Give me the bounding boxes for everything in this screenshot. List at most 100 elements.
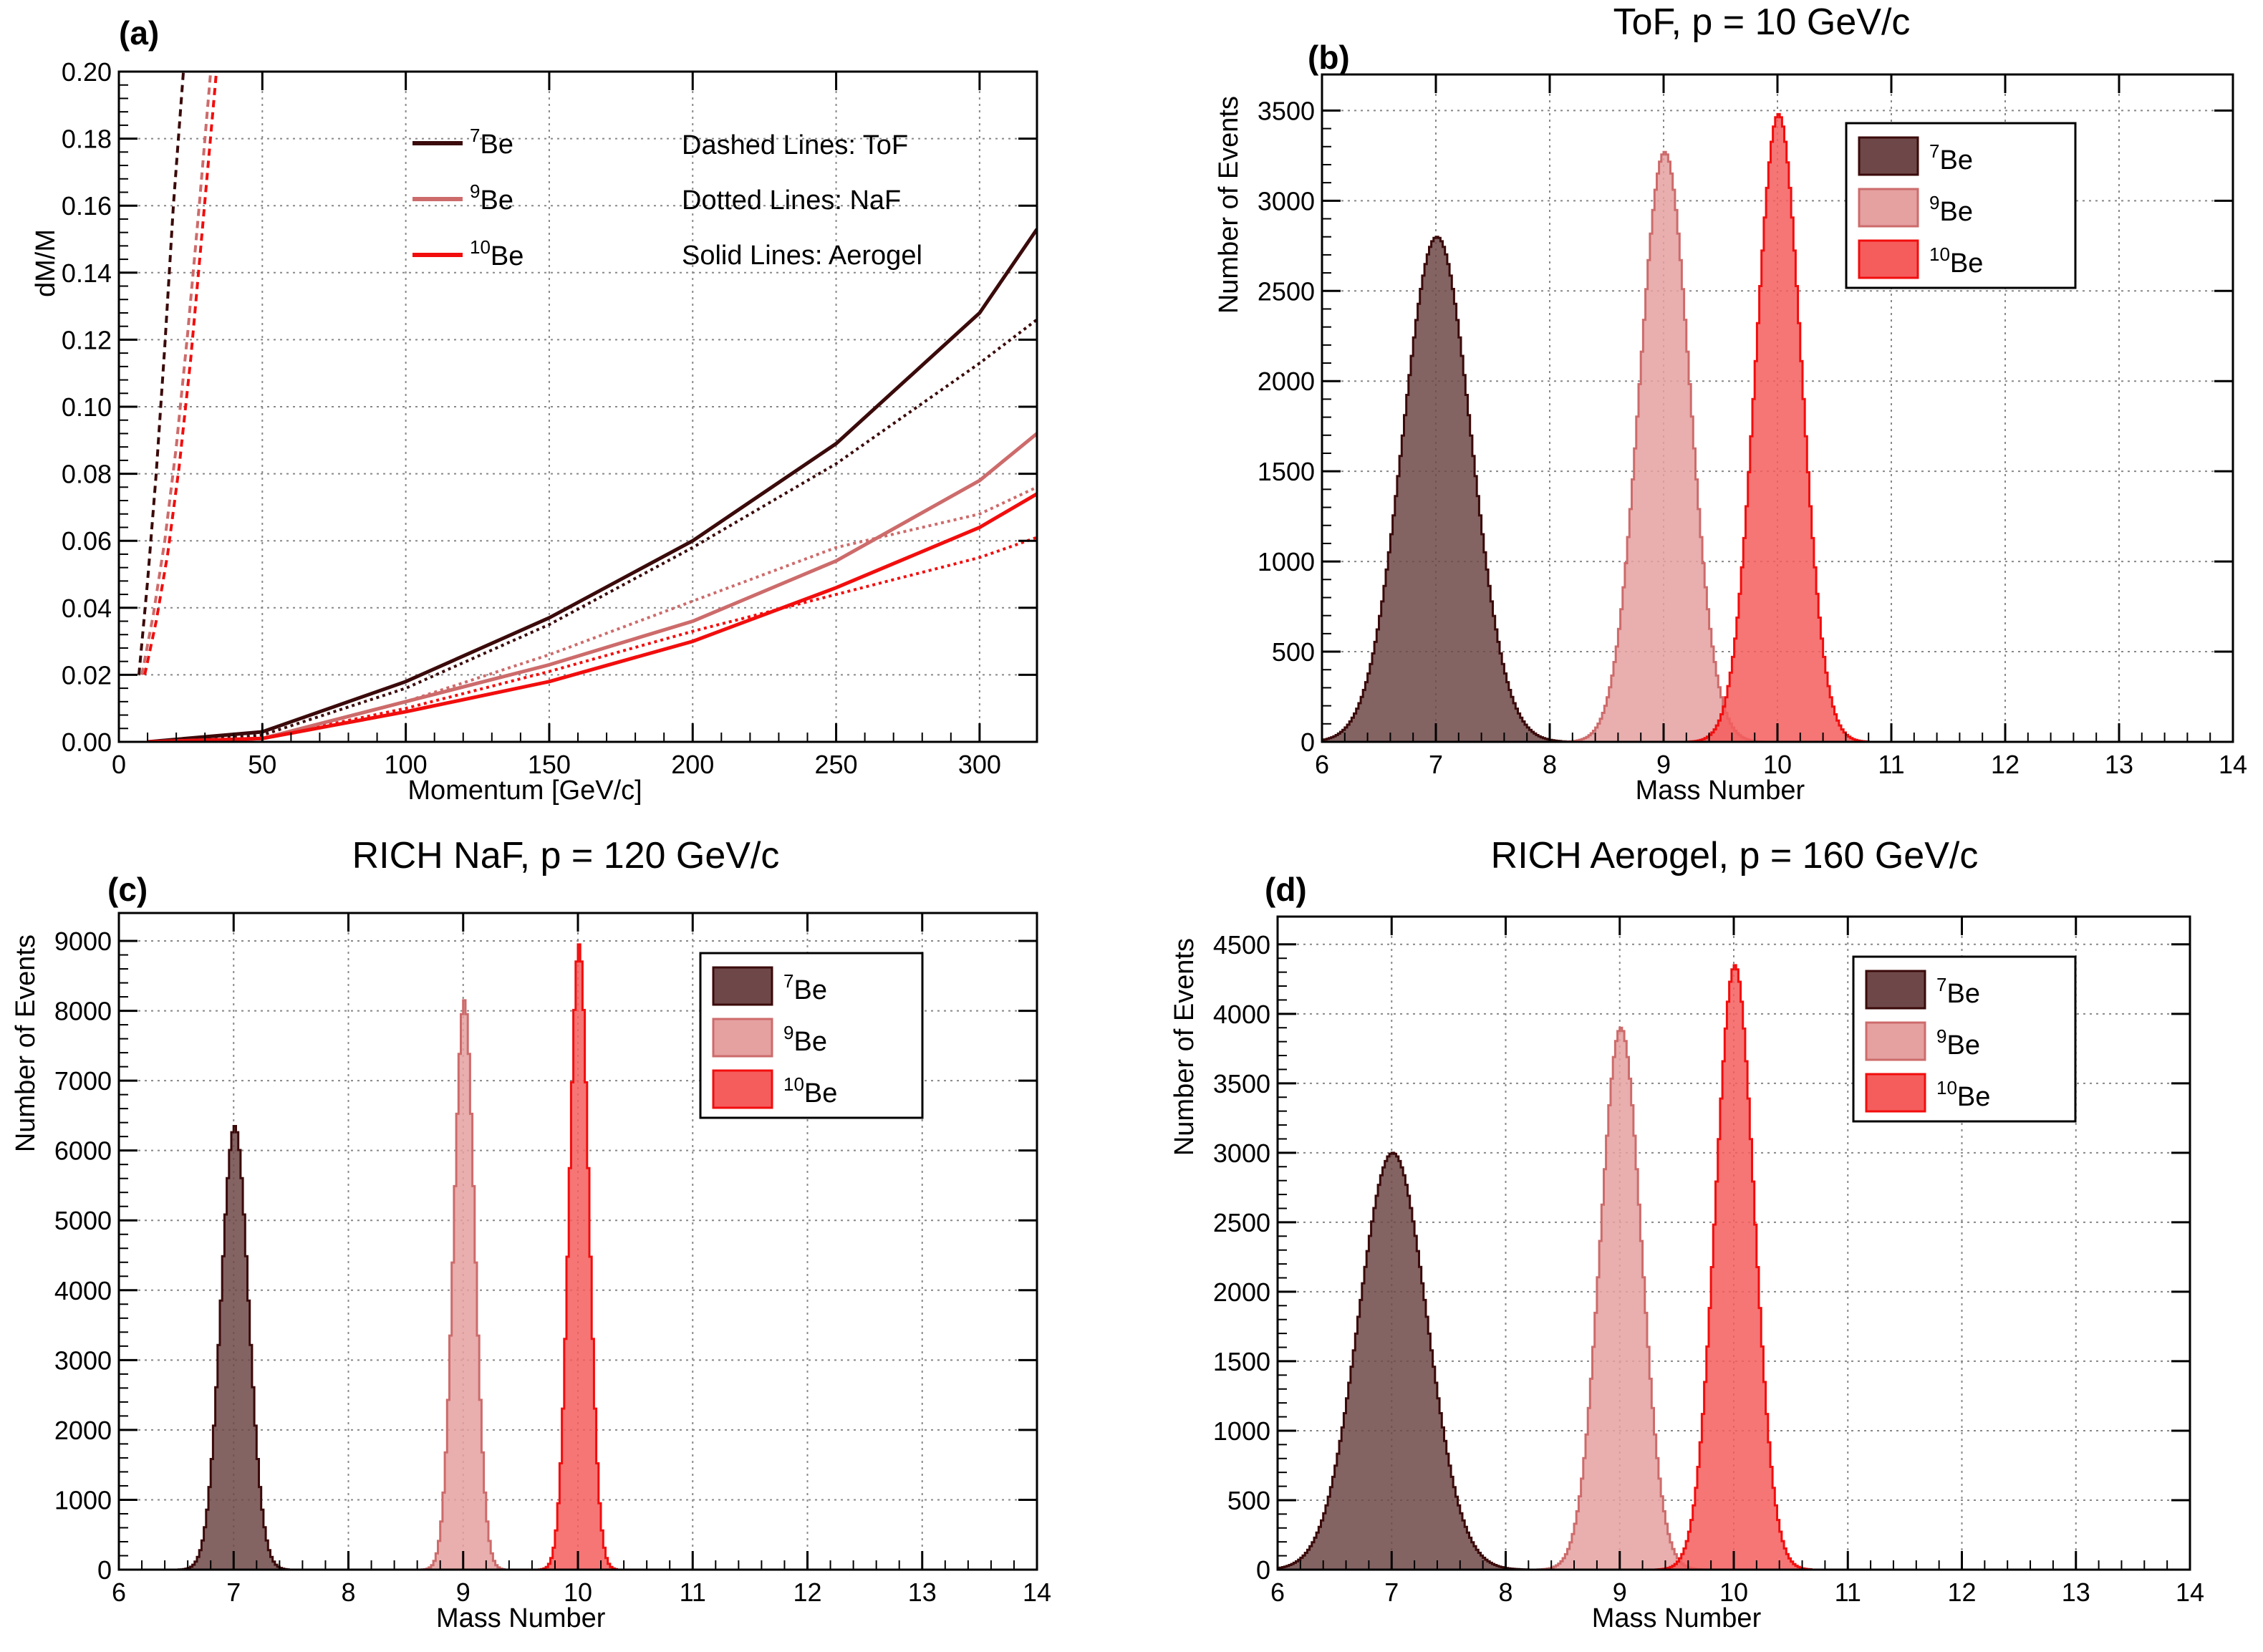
panel-c: 6 7 8 9 10 11 12 13 14 0 1000 2000 3000 4000 5000 6000 7…: [11, 835, 1051, 1633]
y-tick-label: 1000: [1213, 1416, 1270, 1446]
panel-title: RICH NaF, p = 120 GeV/c: [352, 835, 780, 876]
legend-label-be7: 7Be: [783, 970, 827, 1005]
legend-label-be10: 10Be: [470, 236, 523, 271]
x-tick-label: 6: [1315, 750, 1329, 779]
series-line-be10-naf: [176, 536, 1037, 742]
legend-element: Be: [480, 185, 513, 216]
x-tick-label: 100: [385, 750, 428, 779]
y-tick-label: 2500: [1213, 1208, 1270, 1237]
legend-element: Be: [793, 1027, 826, 1057]
data-c: [177, 943, 618, 1570]
legend-note: Dashed Lines: ToF: [682, 130, 908, 160]
legend-element: Be: [480, 130, 513, 160]
y-tick-label: 1000: [54, 1485, 112, 1515]
legend-element: Be: [1950, 248, 1983, 279]
y-tick-label: 0.20: [62, 57, 112, 87]
x-tick-label: 12: [1947, 1578, 1976, 1607]
x-tick-label: 11: [680, 1578, 706, 1607]
histogram-be7: [1278, 1151, 1530, 1570]
y-tick-label: 0.16: [62, 191, 112, 221]
histogram-be7: [177, 1125, 290, 1570]
y-tick-label: 0.04: [62, 594, 112, 623]
legend-label-be7: 7Be: [1936, 974, 1980, 1009]
panel-a: 0 50 100 150 200 250 300 0.00 0.02 0.04 0.06 0.08 0.…: [31, 14, 1038, 806]
y-tick-label: 0.02: [62, 660, 112, 690]
y-tick-label: 4000: [54, 1276, 112, 1305]
series-line-be7-naf: [175, 318, 1037, 742]
x-tick-label: 10: [564, 1578, 592, 1607]
series-line-be7-tof: [137, 72, 185, 675]
legend-swatch-be7: [1865, 970, 1926, 1010]
x-tick-label: 14: [2176, 1578, 2204, 1607]
x-tick-label: 8: [1498, 1578, 1512, 1607]
x-tick-label: 12: [793, 1578, 821, 1607]
panel-title: RICH Aerogel, p = 160 GeV/c: [1491, 835, 1979, 876]
x-tick-label: 8: [1543, 750, 1557, 779]
x-tick-label: 9: [1613, 1578, 1627, 1607]
legend-superscript: 7: [470, 125, 480, 146]
panel-label: (a): [119, 14, 159, 52]
data-b: [1322, 112, 1870, 742]
series-line-be9-naf: [176, 486, 1037, 742]
x-tick-label: 200: [671, 750, 714, 779]
x-tick-label: 11: [1835, 1578, 1861, 1607]
y-axis-title: Number of Events: [1169, 938, 1200, 1156]
x-tick-label: 7: [226, 1578, 241, 1607]
legend-superscript: 10: [1929, 243, 1950, 265]
histogram-be10: [1655, 964, 1813, 1570]
grid-a: [118, 71, 1037, 743]
x-tick-label: 13: [908, 1578, 937, 1607]
x-tick-label: 10: [1719, 1578, 1748, 1607]
histogram-be9: [420, 999, 506, 1570]
legend-label-be10: 10Be: [1929, 243, 1983, 279]
x-tick-label: 12: [1991, 750, 2020, 779]
legend-element: Be: [1939, 197, 1972, 227]
panel-label: (c): [107, 871, 148, 908]
y-tick-label: 3000: [1258, 186, 1315, 216]
x-axis-title: Mass Number: [1592, 1603, 1762, 1633]
legend-label-be9: 9Be: [1929, 192, 1973, 227]
legend-label-be7: 7Be: [470, 125, 513, 160]
panel-d: 6 7 8 9 10 11 12 13 14 0 500 1000 1500 2000 2500 3000 35…: [1169, 835, 2204, 1633]
x-tick-label: 6: [112, 1578, 126, 1607]
series-line-be9-aerogel: [148, 432, 1037, 742]
panel-b: 6 7 8 9 10 11 12 13 14 0 500 1000 1500 2000 2500 3000 35…: [1214, 1, 2247, 806]
y-tick-label: 2500: [1258, 276, 1315, 306]
histogram-be9: [1536, 1026, 1703, 1570]
legend-superscript: 9: [1936, 1025, 1946, 1047]
x-tick-label: 6: [1270, 1578, 1285, 1607]
histogram-be10: [538, 943, 618, 1570]
legend-element: Be: [1946, 1030, 1979, 1061]
legend-swatch-be10: [712, 1069, 773, 1109]
panel-label: (b): [1308, 39, 1350, 76]
legend-element: Be: [804, 1078, 837, 1108]
series-line-be10-aerogel: [148, 492, 1037, 742]
legend-swatch-be7: [712, 966, 773, 1006]
x-tick-label: 150: [528, 750, 571, 779]
y-tick-label: 0: [1301, 728, 1315, 757]
legend-superscript: 7: [783, 970, 793, 992]
legend-swatch-be9: [1858, 188, 1919, 228]
x-axis-title: Momentum [GeV/c]: [407, 776, 642, 806]
x-tick-label: 14: [1023, 1578, 1051, 1607]
x-tick-label: 11: [1878, 750, 1904, 779]
y-tick-label: 4500: [1213, 930, 1270, 960]
x-tick-label: 7: [1384, 1578, 1399, 1607]
legend-superscript: 10: [1936, 1077, 1957, 1098]
x-tick-label: 13: [2105, 750, 2133, 779]
y-tick-label: 0.08: [62, 460, 112, 489]
x-tick-label: 9: [1656, 750, 1671, 779]
y-tick-label: 0.18: [62, 125, 112, 154]
x-tick-label: 300: [958, 750, 1001, 779]
histogram-be7: [1322, 236, 1574, 742]
data-d: [1278, 964, 1813, 1570]
y-tick-label: 6000: [54, 1136, 112, 1166]
x-tick-label: 10: [1763, 750, 1792, 779]
y-tick-label: 4000: [1213, 1000, 1270, 1029]
legend-element: Be: [1939, 145, 1972, 175]
y-tick-label: 2000: [54, 1416, 112, 1445]
y-tick-label: 3000: [1213, 1139, 1270, 1168]
